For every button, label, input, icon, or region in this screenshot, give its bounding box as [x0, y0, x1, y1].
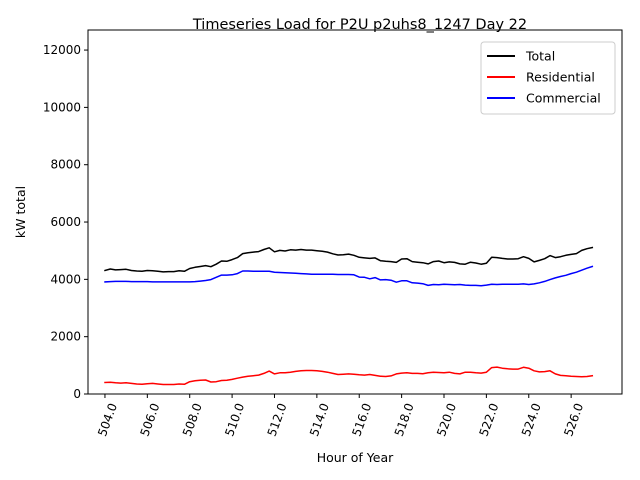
series-line-residential [104, 366, 594, 386]
legend-label-residential: Residential [526, 70, 595, 85]
chart-title: Timeseries Load for P2U p2uhs8_1247 Day … [192, 17, 527, 33]
y-axis: 0 2000 4000 6000 8000 10000 12000 [43, 43, 88, 401]
y-tick-label: 2000 [50, 330, 81, 344]
legend-box [480, 41, 616, 115]
x-axis-label: Hour of Year [317, 450, 394, 465]
y-axis-label: kW total [13, 186, 28, 238]
series-layer [104, 246, 594, 386]
y-tick-label: 0 [73, 387, 81, 401]
legend-label-commercial: Commercial [526, 91, 601, 106]
y-tick-label: 10000 [43, 100, 81, 114]
y-tick-label: 4000 [50, 272, 81, 286]
y-tick-label: 8000 [50, 158, 81, 172]
legend: Total Residential Commercial [480, 41, 616, 115]
y-tick-label: 12000 [43, 43, 81, 57]
plot-area-frame [87, 29, 623, 395]
y-tick-label: 6000 [50, 215, 81, 229]
series-line-total [104, 246, 594, 273]
legend-label-total: Total [525, 49, 555, 64]
series-line-commercial [104, 265, 594, 287]
